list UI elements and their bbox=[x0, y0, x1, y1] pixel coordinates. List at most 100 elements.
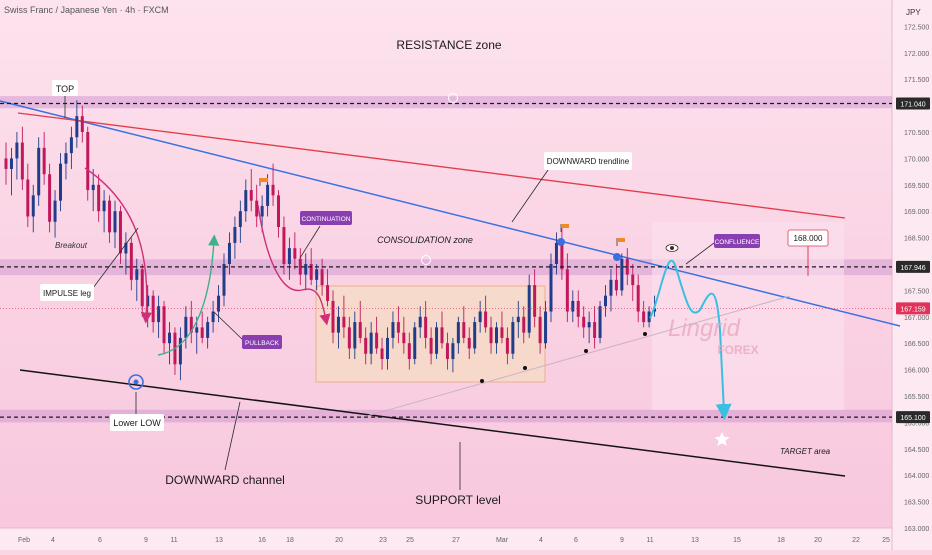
candle-body bbox=[178, 337, 182, 365]
candle-body bbox=[15, 142, 19, 159]
svg-text:Lower LOW: Lower LOW bbox=[113, 418, 161, 428]
candle-body bbox=[271, 184, 275, 196]
lower-low-callout: Lower LOW bbox=[110, 414, 164, 431]
candle-body bbox=[200, 327, 204, 338]
x-tick-label: 11 bbox=[170, 537, 177, 544]
candle-body bbox=[440, 327, 444, 344]
eye-icon bbox=[665, 244, 679, 252]
svg-text:DOWNWARD trendline: DOWNWARD trendline bbox=[547, 157, 630, 166]
continuation-pointer bbox=[299, 225, 321, 259]
candle-body bbox=[636, 285, 640, 312]
candle-body bbox=[538, 316, 542, 344]
candle-body bbox=[162, 306, 166, 344]
y-tick-label: 164.000 bbox=[904, 473, 929, 480]
candle-body bbox=[146, 295, 150, 307]
time-axis-background bbox=[0, 528, 892, 550]
zone-resistance bbox=[0, 96, 892, 109]
candle-body bbox=[375, 332, 379, 349]
x-tick-label: 13 bbox=[215, 537, 223, 544]
candle-body bbox=[298, 258, 302, 275]
candle-body bbox=[451, 343, 455, 360]
x-tick-label: 9 bbox=[144, 537, 148, 544]
candle-body bbox=[522, 316, 526, 333]
target-star-icon bbox=[714, 432, 730, 446]
candle-body bbox=[391, 322, 395, 338]
y-tick-label: 167.000 bbox=[904, 315, 929, 322]
candle-body bbox=[249, 190, 253, 201]
price-label-text: 167.159 bbox=[900, 306, 925, 313]
support-level-label: SUPPORT level bbox=[415, 493, 501, 507]
continuation-tag: CONTINUATION bbox=[300, 211, 352, 225]
candle-body bbox=[625, 258, 629, 275]
candle-body bbox=[255, 200, 259, 217]
candle-body bbox=[37, 147, 41, 196]
price-label-box bbox=[896, 302, 930, 315]
impulse-leg-callout: IMPULSE leg bbox=[40, 284, 94, 301]
y-tick-label: 170.000 bbox=[904, 156, 929, 163]
candle-body bbox=[369, 332, 373, 354]
zone-support bbox=[0, 409, 892, 423]
x-tick-label: 18 bbox=[777, 537, 785, 544]
consolidation-zone-label: CONSOLIDATION zone bbox=[377, 235, 473, 245]
impulse-arrow bbox=[84, 167, 152, 324]
candle-body bbox=[489, 327, 493, 344]
axis-background bbox=[892, 0, 932, 550]
candle-body bbox=[604, 295, 607, 307]
x-tick-label: 11 bbox=[646, 537, 653, 544]
candle-body bbox=[168, 332, 171, 344]
candle-body bbox=[217, 295, 221, 312]
candle-body bbox=[609, 279, 613, 296]
candle-body bbox=[386, 337, 389, 360]
flag-icon-2 bbox=[560, 224, 569, 232]
candle-body bbox=[157, 306, 161, 323]
y-tick-label: 167.500 bbox=[904, 288, 929, 295]
candle-body bbox=[102, 200, 106, 212]
projection-box bbox=[652, 222, 844, 410]
x-tick-label: 13 bbox=[691, 537, 699, 544]
candle-body bbox=[118, 211, 122, 254]
downward-trendline-callout: DOWNWARD trendline bbox=[544, 152, 632, 170]
x-tick-label: 4 bbox=[539, 537, 543, 544]
candle-body bbox=[407, 343, 411, 360]
target-level-callout: 168.000 bbox=[787, 229, 829, 247]
pullback-arrow bbox=[157, 234, 220, 356]
candle-body bbox=[544, 311, 548, 344]
flag-icon-3 bbox=[616, 238, 625, 246]
candle-body bbox=[309, 264, 313, 280]
x-tick-label: 9 bbox=[620, 537, 624, 544]
price-label-box bbox=[896, 97, 930, 110]
resistance-trendline bbox=[17, 112, 846, 219]
y-tick-label: 170.500 bbox=[904, 130, 929, 137]
candle-body bbox=[336, 316, 340, 333]
candle-body bbox=[396, 322, 400, 333]
swing-low-1 bbox=[480, 379, 484, 383]
channel-lower-line bbox=[19, 369, 846, 477]
candle-body bbox=[571, 300, 575, 312]
candle-body bbox=[467, 337, 471, 349]
lower-low-marker bbox=[128, 374, 144, 390]
candle-body bbox=[91, 184, 95, 191]
downward-channel-label: DOWNWARD channel bbox=[165, 473, 285, 487]
y-tick-label: 164.500 bbox=[904, 447, 929, 454]
candle-body bbox=[86, 132, 90, 191]
x-tick-label: 18 bbox=[286, 537, 294, 544]
x-tick-label: Feb bbox=[18, 537, 30, 544]
candle-body bbox=[293, 248, 297, 259]
candle-body bbox=[642, 311, 646, 323]
candle-body bbox=[495, 327, 498, 344]
candle-body bbox=[195, 327, 199, 333]
candle-body bbox=[42, 147, 46, 175]
price-label-text: 171.040 bbox=[900, 101, 925, 108]
candle-body bbox=[227, 242, 231, 264]
candle-body bbox=[402, 332, 406, 344]
candle-body bbox=[587, 322, 591, 328]
candle-body bbox=[140, 269, 144, 307]
candle-body bbox=[244, 190, 248, 212]
candle-body bbox=[576, 300, 580, 317]
x-tick-label: 25 bbox=[406, 537, 414, 544]
candle-body bbox=[473, 322, 477, 349]
candle-body bbox=[614, 279, 618, 291]
candle-body bbox=[500, 327, 504, 338]
